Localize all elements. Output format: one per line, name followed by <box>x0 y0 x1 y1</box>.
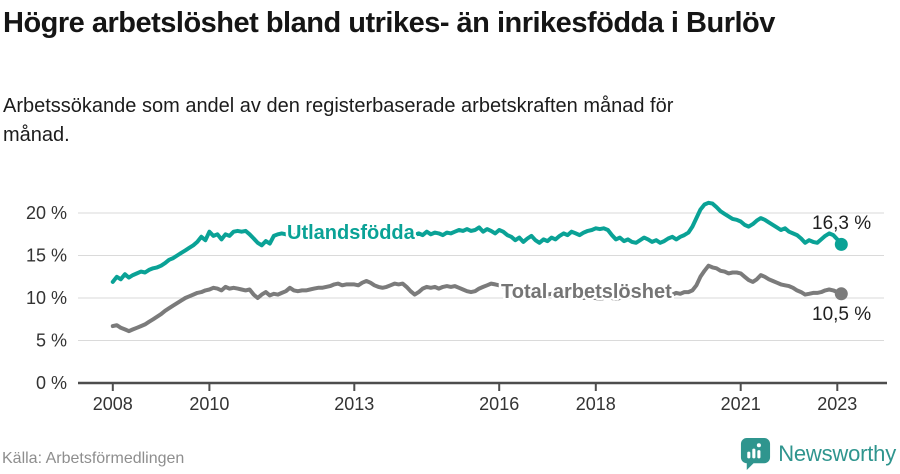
series-lines <box>110 200 848 334</box>
chart-subtitle: Arbetssökande som andel av den registerb… <box>3 95 674 146</box>
series-label-total: Total arbetslöshet <box>501 281 672 303</box>
source-note: Källa: Arbetsförmedlingen <box>2 450 185 467</box>
newsworthy-wordmark: Newsworthy <box>778 441 896 466</box>
series-line-1 <box>110 263 844 334</box>
x-axis-labels: 2008 2010 2013 2016 2018 2021 2023 <box>93 394 858 414</box>
y-tick-label: 20 % <box>26 203 67 223</box>
y-axis-labels: 0 % 5 % 10 % 15 % 20 % <box>26 203 67 393</box>
y-tick-label: 5 % <box>36 331 67 351</box>
x-tick-label: 2021 <box>721 394 761 414</box>
x-axis <box>78 381 887 391</box>
x-tick-label: 2010 <box>189 394 229 414</box>
x-tick-label: 2013 <box>334 394 374 414</box>
series-label-utlandsfodda: Utlandsfödda <box>287 222 416 244</box>
end-value-label-utlandsfodda: 16,3 % <box>812 213 871 234</box>
series-end-dot-0 <box>834 237 848 251</box>
gridlines <box>78 212 884 341</box>
newsworthy-chart-bubble-icon <box>741 437 771 471</box>
x-tick-label: 2016 <box>479 394 519 414</box>
series-end-dot-1 <box>834 287 848 301</box>
x-tick-label: 2008 <box>93 394 133 414</box>
newsworthy-logo: Newsworthy <box>739 437 896 471</box>
series-annotations: Utlandsfödda Total arbetslöshet 16,3 % 1… <box>285 213 872 325</box>
page-title: Högre arbetslöshet bland utrikes- än inr… <box>3 7 775 39</box>
x-tick-label: 2018 <box>576 394 616 414</box>
y-tick-label: 15 % <box>26 246 67 266</box>
series-line-0 <box>110 200 844 284</box>
y-tick-label: 0 % <box>36 373 67 393</box>
end-value-label-total: 10,5 % <box>812 304 871 325</box>
x-tick-label: 2023 <box>817 394 857 414</box>
y-tick-label: 10 % <box>26 288 67 308</box>
